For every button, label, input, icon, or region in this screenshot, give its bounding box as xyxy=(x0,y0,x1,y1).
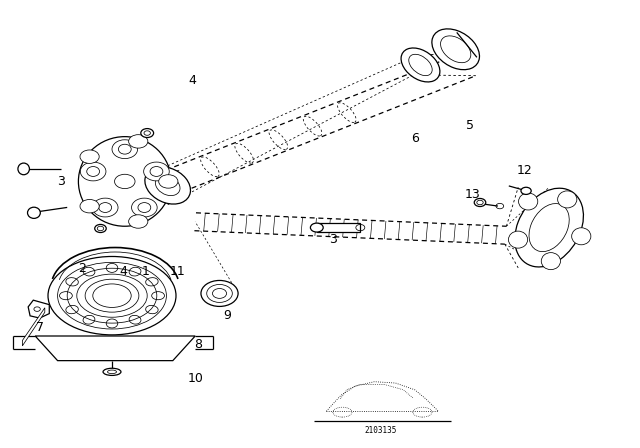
Text: 10: 10 xyxy=(188,372,203,385)
Text: 1: 1 xyxy=(142,265,150,279)
Ellipse shape xyxy=(518,193,538,210)
Text: 3: 3 xyxy=(57,175,65,188)
Ellipse shape xyxy=(145,167,191,204)
Polygon shape xyxy=(28,300,49,318)
Ellipse shape xyxy=(129,215,148,228)
Text: 5: 5 xyxy=(467,119,474,132)
Ellipse shape xyxy=(508,231,527,248)
Text: 2103135: 2103135 xyxy=(365,426,397,435)
Ellipse shape xyxy=(572,228,591,245)
Ellipse shape xyxy=(48,256,176,335)
Ellipse shape xyxy=(141,129,154,138)
Ellipse shape xyxy=(310,223,323,232)
Bar xyxy=(317,223,360,232)
Ellipse shape xyxy=(432,29,479,70)
Text: 2: 2 xyxy=(78,262,86,276)
Ellipse shape xyxy=(80,199,99,213)
Text: 4: 4 xyxy=(120,265,127,279)
Polygon shape xyxy=(22,308,45,346)
Ellipse shape xyxy=(18,163,29,175)
Text: 9: 9 xyxy=(223,309,231,323)
Ellipse shape xyxy=(112,140,138,159)
Ellipse shape xyxy=(201,280,238,306)
Text: 11: 11 xyxy=(170,265,186,279)
Text: 13: 13 xyxy=(465,188,480,202)
Ellipse shape xyxy=(129,135,148,148)
Ellipse shape xyxy=(80,150,99,164)
Ellipse shape xyxy=(81,162,106,181)
Ellipse shape xyxy=(401,48,440,82)
Ellipse shape xyxy=(159,175,178,188)
Text: 4: 4 xyxy=(188,74,196,87)
Ellipse shape xyxy=(103,368,121,375)
Ellipse shape xyxy=(79,137,172,226)
Text: 12: 12 xyxy=(517,164,532,177)
Ellipse shape xyxy=(515,188,584,267)
Ellipse shape xyxy=(541,253,561,270)
Text: 3: 3 xyxy=(329,233,337,246)
Ellipse shape xyxy=(521,187,531,194)
Ellipse shape xyxy=(474,198,486,207)
Text: 6: 6 xyxy=(411,132,419,146)
Ellipse shape xyxy=(557,191,577,208)
Text: 8: 8 xyxy=(195,338,202,352)
Polygon shape xyxy=(35,336,195,361)
Ellipse shape xyxy=(143,162,169,181)
Ellipse shape xyxy=(95,224,106,233)
Ellipse shape xyxy=(28,207,40,219)
Ellipse shape xyxy=(92,198,118,217)
Ellipse shape xyxy=(132,198,157,217)
Text: 7: 7 xyxy=(36,320,44,334)
